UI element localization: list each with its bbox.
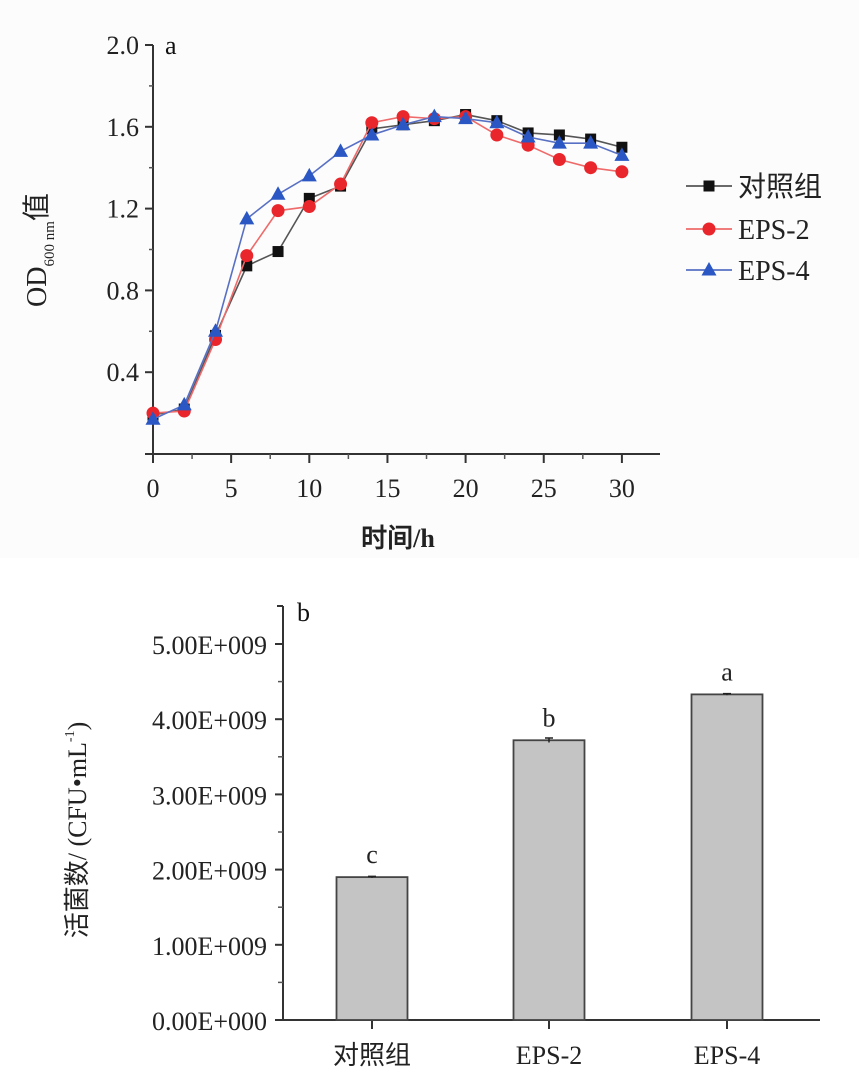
y-axis-title-a: OD600 nm值 — [21, 193, 58, 307]
bar-control: c — [335, 840, 409, 1021]
panel-label-a: a — [165, 31, 177, 60]
series-eps-4-marker — [364, 126, 380, 141]
panel-label-b: b — [297, 598, 310, 627]
x-tick-label-a: 15 — [374, 474, 400, 503]
series-eps-2-marker — [396, 110, 410, 124]
bar-eps-4: a — [690, 657, 764, 1021]
panel-a-background — [0, 0, 859, 558]
y-tick-label-a: 0.8 — [107, 276, 140, 305]
bar-control-significance-label: c — [366, 840, 378, 869]
bar-eps-2: b — [512, 703, 586, 1021]
bar-eps-4-significance-label: a — [721, 657, 733, 686]
legend-item-eps-4-marker — [701, 262, 717, 276]
series-eps-4-marker — [551, 135, 567, 149]
svg-text:活菌数/ (CFU•mL-1): 活菌数/ (CFU•mL-1) — [63, 722, 92, 939]
y-axis-title-a-sub: 600 nm — [42, 221, 58, 267]
y-tick-label-b: 1.00E+009 — [152, 932, 267, 961]
series-eps-2-line — [152, 115, 623, 414]
series-control-marker — [303, 192, 315, 204]
series-eps-4-marker — [239, 210, 255, 225]
series-eps-4-marker — [301, 167, 317, 182]
series-eps-2-marker — [302, 200, 316, 214]
chart-a-axes: 0.4 0.8 1.2 1.6 2.0 0 5 10 15 20 25 30 — [107, 31, 660, 503]
series-control-marker — [616, 141, 628, 153]
series-eps-4-marker — [333, 143, 349, 157]
series-eps-2-marker — [584, 161, 598, 175]
legend-item-eps-4: EPS-4 — [686, 256, 810, 287]
y-tick-label-a: 1.6 — [107, 113, 140, 142]
x-tick-label-a: 10 — [296, 474, 322, 503]
x-tick-label-a: 0 — [147, 474, 160, 503]
legend-item-eps-2-marker — [702, 222, 716, 236]
bar-eps-4-rect — [690, 693, 764, 1021]
legend-item-control-marker — [703, 180, 715, 192]
chart-a-series — [145, 108, 630, 425]
legend-item-control: 对照组 — [686, 171, 822, 203]
series-eps-4-marker — [208, 323, 224, 337]
growth-curve-chart: 0.4 0.8 1.2 1.6 2.0 0 5 10 15 20 25 30 对照组 EPS-2 EPS-… — [21, 31, 822, 553]
series-eps-2-marker — [271, 204, 285, 218]
series-eps-4-marker — [458, 110, 474, 125]
series-eps-4-line — [152, 115, 623, 420]
series-eps-4-marker — [176, 396, 192, 411]
y-axis-title-a-suffix: 值 — [21, 193, 53, 221]
series-eps-2-marker — [240, 249, 254, 263]
svg-text:OD600 nm值: OD600 nm值 — [21, 193, 58, 307]
y-tick-label-b: 4.00E+009 — [152, 706, 267, 735]
series-eps-2-marker — [365, 116, 379, 130]
legend-item-eps-2: EPS-2 — [686, 215, 810, 246]
series-eps-4-marker — [145, 411, 161, 425]
x-tick-label-b: EPS-2 — [516, 1041, 582, 1070]
series-eps-2-marker — [615, 165, 629, 179]
y-axis-title-b-close: ) — [63, 722, 92, 731]
series-eps-4-marker — [426, 108, 442, 123]
series-control-line — [152, 113, 623, 416]
y-tick-label-a: 2.0 — [107, 31, 140, 60]
bar-eps-2-significance-label: b — [543, 703, 556, 732]
x-tick-label-a: 25 — [531, 474, 557, 503]
series-eps-4 — [145, 108, 630, 425]
legend-item-eps-4-label: EPS-4 — [738, 256, 810, 287]
series-control-marker — [272, 246, 284, 258]
legend-item-eps-2-label: EPS-2 — [738, 215, 810, 246]
series-eps-4-marker — [270, 186, 286, 200]
y-axis-title-a-main: OD — [22, 266, 53, 306]
x-tick-label-b: EPS-4 — [694, 1041, 760, 1070]
series-eps-4-marker — [520, 129, 536, 143]
series-control-marker — [553, 129, 565, 141]
series-eps-4-marker — [489, 114, 505, 129]
series-eps-2-marker — [552, 153, 566, 167]
series-control-marker — [241, 260, 253, 272]
series-eps-4-marker — [395, 116, 411, 131]
chart-a-legend: 对照组 EPS-2 EPS-4 — [686, 171, 822, 287]
bar-eps-2-rect — [512, 739, 586, 1021]
y-axis-title-b: 活菌数/ (CFU•mL-1) — [63, 722, 92, 939]
x-tick-label-a: 30 — [609, 474, 635, 503]
x-tick-label-a: 20 — [453, 474, 479, 503]
y-tick-label-b: 0.00E+000 — [152, 1007, 267, 1036]
y-tick-label-b: 5.00E+009 — [152, 631, 267, 660]
x-tick-label-a: 5 — [225, 474, 238, 503]
x-axis-title-a: 时间/h — [361, 524, 435, 553]
legend-item-control-label: 对照组 — [738, 171, 822, 203]
y-tick-label-a: 1.2 — [107, 195, 140, 224]
y-axis-title-b-main: 活菌数/ (CFU•mL — [63, 742, 92, 938]
x-tick-label-b: 对照组 — [333, 1041, 411, 1070]
y-tick-label-a: 0.4 — [107, 358, 140, 387]
y-tick-label-b: 2.00E+009 — [152, 857, 267, 886]
series-eps-4-marker — [614, 147, 630, 161]
series-eps-2-marker — [490, 128, 504, 142]
bar-control-rect — [335, 876, 409, 1021]
series-eps-2-marker — [334, 177, 348, 191]
y-axis-title-b-sup: -1 — [63, 730, 78, 742]
series-eps-4-marker — [583, 135, 599, 149]
chart-b-bars: c b a — [335, 657, 764, 1021]
y-tick-label-b: 3.00E+009 — [152, 781, 267, 810]
